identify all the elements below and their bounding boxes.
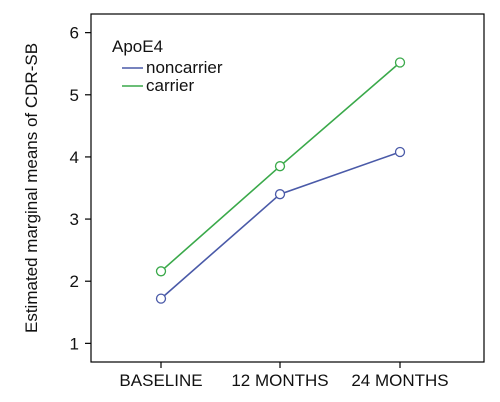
y-axis: 1 2 3 4 5 6 (70, 24, 91, 353)
x-tick-label: 12 MONTHS (231, 371, 328, 390)
data-point-carrier (274, 161, 286, 172)
legend-label-noncarrier: noncarrier (146, 58, 223, 77)
plot-frame (90, 13, 485, 363)
y-tick-label: 1 (70, 334, 79, 353)
y-tick-label: 3 (70, 210, 79, 229)
data-point-carrier (155, 266, 167, 277)
legend-label-carrier: carrier (146, 76, 195, 95)
legend-title: ApoE4 (112, 37, 163, 56)
data-point-noncarrier (394, 146, 406, 158)
y-axis-title: Estimated marginal means of CDR-SB (22, 43, 41, 333)
data-point-noncarrier (155, 293, 167, 304)
y-tick-label: 2 (70, 272, 79, 291)
series-layer (155, 57, 406, 304)
data-point-noncarrier (274, 189, 286, 200)
x-tick-label: BASELINE (119, 371, 202, 390)
data-point-carrier (394, 57, 406, 68)
y-tick-label: 5 (70, 86, 79, 105)
x-axis: BASELINE 12 MONTHS 24 MONTHS (119, 362, 449, 390)
y-tick-label: 4 (70, 148, 79, 167)
y-tick-label: 6 (70, 24, 79, 43)
x-tick-label: 24 MONTHS (351, 371, 448, 390)
series-line-noncarrier (160, 151, 401, 300)
